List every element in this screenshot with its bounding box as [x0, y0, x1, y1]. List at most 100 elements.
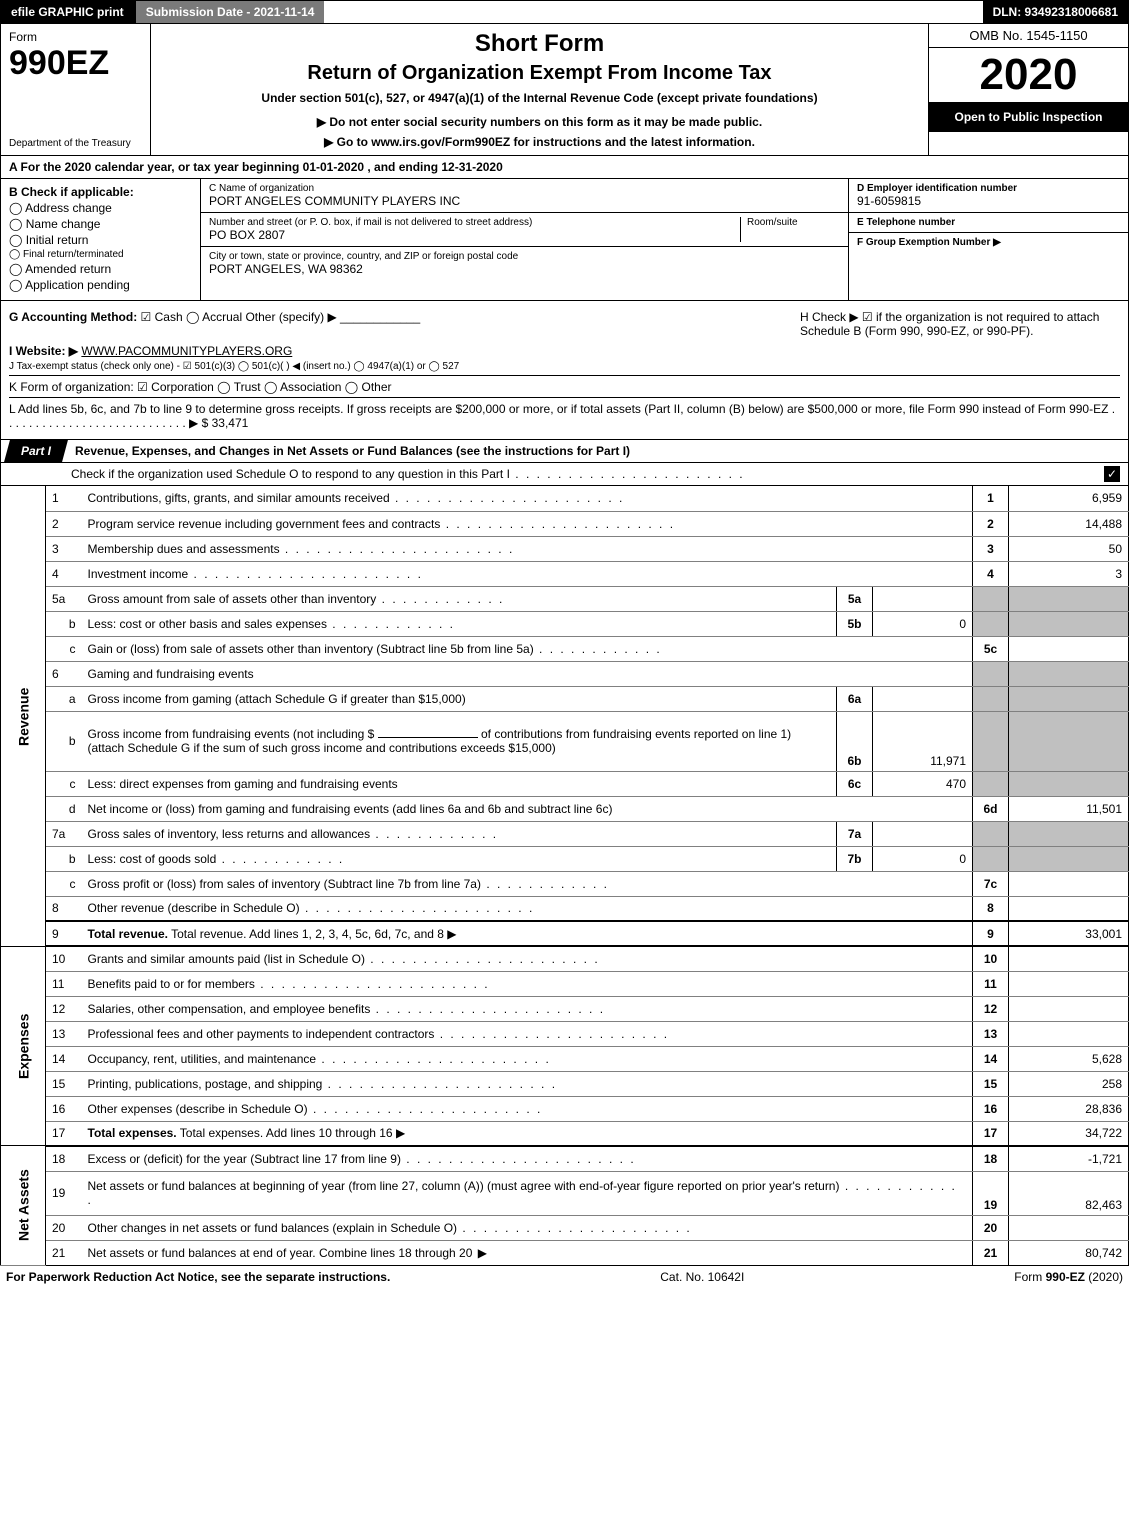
- l16-val: 28,836: [1009, 1096, 1129, 1121]
- l6-greyamt: [1009, 661, 1129, 686]
- l9-no: 9: [46, 921, 82, 946]
- line-20: 20 Other changes in net assets or fund b…: [1, 1215, 1129, 1240]
- schedule-o-checkbox[interactable]: ✓: [1104, 466, 1120, 482]
- header-mid: Short Form Return of Organization Exempt…: [151, 24, 928, 155]
- org-address: PO BOX 2807: [209, 228, 740, 242]
- l5b-greybox: [973, 611, 1009, 636]
- l1-no: 1: [46, 486, 82, 511]
- l11-box: 11: [973, 971, 1009, 996]
- l7b-midval: 0: [873, 846, 973, 871]
- part-i-tab: Part I: [4, 440, 68, 462]
- section-b: B Check if applicable: ◯ Address change …: [1, 179, 201, 300]
- l7b-no: b: [46, 846, 82, 871]
- l6b-no: b: [46, 711, 82, 771]
- g-other[interactable]: Other (specify) ▶ ____________: [245, 310, 420, 324]
- chk-final-return[interactable]: ◯ Final return/terminated: [9, 249, 192, 260]
- l5a-midval: [873, 586, 973, 611]
- l21-no: 21: [46, 1240, 82, 1265]
- l4-no: 4: [46, 561, 82, 586]
- l17-val: 34,722: [1009, 1121, 1129, 1146]
- line-3: 3 Membership dues and assessments 3 50: [1, 536, 1129, 561]
- l12-desc: Salaries, other compensation, and employ…: [82, 996, 973, 1021]
- l2-val: 14,488: [1009, 511, 1129, 536]
- line-7b: b Less: cost of goods sold 7b 0: [1, 846, 1129, 871]
- chk-application-pending[interactable]: ◯ Application pending: [9, 278, 192, 292]
- l18-no: 18: [46, 1146, 82, 1171]
- l7b-greyamt: [1009, 846, 1129, 871]
- l7a-greyamt: [1009, 821, 1129, 846]
- line-6d: d Net income or (loss) from gaming and f…: [1, 796, 1129, 821]
- l6-greybox: [973, 661, 1009, 686]
- c-name-label: C Name of organization: [209, 183, 840, 194]
- l20-desc: Other changes in net assets or fund bala…: [82, 1215, 973, 1240]
- part-i-header: Part I Revenue, Expenses, and Changes in…: [0, 440, 1129, 463]
- l7c-no: c: [46, 871, 82, 896]
- l7a-no: 7a: [46, 821, 82, 846]
- l-text: L Add lines 5b, 6c, and 7b to line 9 to …: [9, 402, 1115, 430]
- l5c-box: 5c: [973, 636, 1009, 661]
- line-10: Expenses 10 Grants and similar amounts p…: [1, 946, 1129, 971]
- l20-no: 20: [46, 1215, 82, 1240]
- line-9: 9 Total revenue. Total revenue. Add line…: [1, 921, 1129, 946]
- l11-val: [1009, 971, 1129, 996]
- g-cash[interactable]: ☑ Cash: [141, 310, 183, 324]
- footer-formid: Form 990-EZ (2020): [1014, 1270, 1123, 1284]
- g-accrual[interactable]: ◯ Accrual: [186, 310, 242, 324]
- chk-amended-return-label: Amended return: [25, 262, 111, 276]
- l6c-midval: 470: [873, 771, 973, 796]
- l10-desc: Grants and similar amounts paid (list in…: [82, 946, 973, 971]
- line-11: 11 Benefits paid to or for members 11: [1, 971, 1129, 996]
- line-17: 17 Total expenses. Total expenses. Add l…: [1, 1121, 1129, 1146]
- l8-box: 8: [973, 896, 1009, 921]
- part-i-title: Revenue, Expenses, and Changes in Net As…: [65, 440, 1128, 462]
- l6a-desc: Gross income from gaming (attach Schedul…: [82, 686, 837, 711]
- identification-block: B Check if applicable: ◯ Address change …: [0, 179, 1129, 301]
- line-6: 6 Gaming and fundraising events: [1, 661, 1129, 686]
- l7a-mid: 7a: [837, 821, 873, 846]
- l6a-greyamt: [1009, 686, 1129, 711]
- topbar: efile GRAPHIC print Submission Date - 20…: [0, 0, 1129, 24]
- l13-desc: Professional fees and other payments to …: [82, 1021, 973, 1046]
- chk-initial-return[interactable]: ◯ Initial return: [9, 233, 192, 247]
- l5a-no: 5a: [46, 586, 82, 611]
- chk-name-change[interactable]: ◯ Name change: [9, 217, 192, 231]
- l4-val: 3: [1009, 561, 1129, 586]
- org-city: PORT ANGELES, WA 98362: [209, 262, 840, 276]
- l19-no: 19: [46, 1171, 82, 1215]
- l14-val: 5,628: [1009, 1046, 1129, 1071]
- line-7c: c Gross profit or (loss) from sales of i…: [1, 871, 1129, 896]
- form-header: Form 990EZ Department of the Treasury Sh…: [0, 24, 1129, 156]
- l3-box: 3: [973, 536, 1009, 561]
- line-12: 12 Salaries, other compensation, and emp…: [1, 996, 1129, 1021]
- l5a-greybox: [973, 586, 1009, 611]
- chk-initial-return-label: Initial return: [26, 233, 89, 247]
- l16-desc: Other expenses (describe in Schedule O): [82, 1096, 973, 1121]
- submission-date: Submission Date - 2021-11-14: [134, 1, 325, 23]
- l6c-desc: Less: direct expenses from gaming and fu…: [82, 771, 837, 796]
- i-website-link[interactable]: WWW.PACOMMUNITYPLAYERS.ORG: [81, 344, 292, 358]
- l5b-midval: 0: [873, 611, 973, 636]
- l7a-greybox: [973, 821, 1009, 846]
- line-8: 8 Other revenue (describe in Schedule O)…: [1, 896, 1129, 921]
- efile-print-button[interactable]: efile GRAPHIC print: [1, 1, 134, 23]
- l2-desc: Program service revenue including govern…: [82, 511, 973, 536]
- l14-box: 14: [973, 1046, 1009, 1071]
- l10-box: 10: [973, 946, 1009, 971]
- l6d-no: d: [46, 796, 82, 821]
- goto-link[interactable]: ▶ Go to www.irs.gov/Form990EZ for instru…: [161, 135, 918, 149]
- l13-val: [1009, 1021, 1129, 1046]
- l14-desc: Occupancy, rent, utilities, and maintena…: [82, 1046, 973, 1071]
- l17-no: 17: [46, 1121, 82, 1146]
- chk-application-pending-label: Application pending: [25, 278, 130, 292]
- l13-box: 13: [973, 1021, 1009, 1046]
- chk-amended-return[interactable]: ◯ Amended return: [9, 262, 192, 276]
- l-gross-receipts: L Add lines 5b, 6c, and 7b to line 9 to …: [9, 397, 1120, 430]
- chk-address-change[interactable]: ◯ Address change: [9, 201, 192, 215]
- l7b-mid: 7b: [837, 846, 873, 871]
- l5c-no: c: [46, 636, 82, 661]
- l7a-midval: [873, 821, 973, 846]
- l6a-mid: 6a: [837, 686, 873, 711]
- l6-desc: Gaming and fundraising events: [82, 661, 973, 686]
- l9-desc: Total revenue. Total revenue. Add lines …: [82, 921, 973, 946]
- e-phone-label: E Telephone number: [857, 217, 1120, 228]
